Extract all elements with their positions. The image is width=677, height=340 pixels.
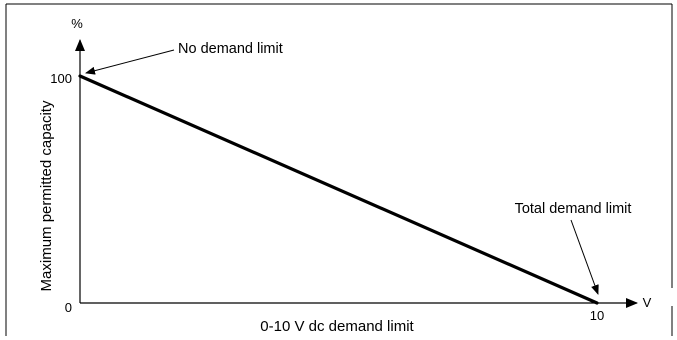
x-axis-title: 0-10 V dc demand limit — [260, 318, 414, 335]
y-tick-label-0: 0 — [65, 300, 72, 315]
series-line — [78, 74, 599, 305]
annotation-arrow-total-demand-limit — [570, 219, 599, 295]
y-tick-label-1: 100 — [50, 71, 72, 86]
x-tick-label-1: 10 — [590, 308, 604, 323]
y-unit-label: % — [71, 16, 83, 31]
annotation-no-demand-limit: No demand limit — [178, 41, 283, 57]
x-unit-label: V — [643, 295, 652, 310]
y-axis-title: Maximum permitted capacity — [38, 100, 55, 291]
annotation-arrow-no-demand-limit — [85, 49, 175, 75]
annotation-total-demand-limit: Total demand limit — [515, 201, 632, 217]
